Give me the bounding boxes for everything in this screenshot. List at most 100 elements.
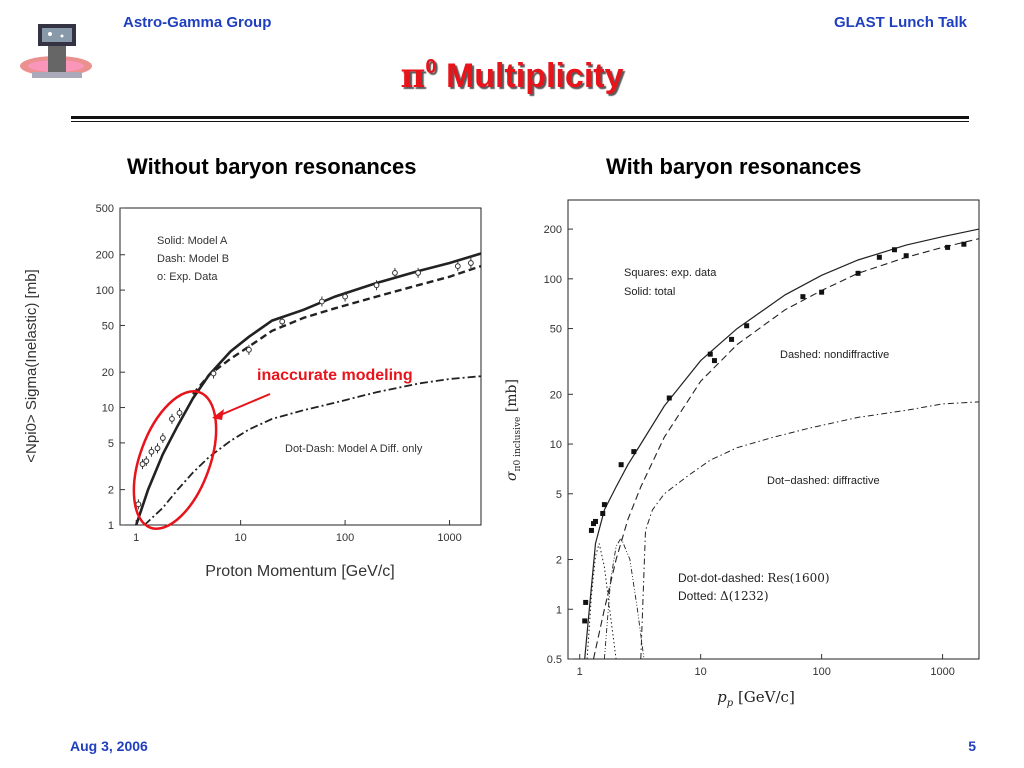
right-series-0: [584, 228, 980, 660]
left-ytick-label: 1: [108, 520, 114, 532]
left-xtick-label: 100: [336, 532, 354, 544]
right-label-dotdotdashed: Dot-dot-dashed: Res(1600): [678, 571, 830, 585]
left-data-point: [148, 448, 155, 455]
right-label-dashed: Dashed: nondiffractive: [780, 349, 889, 361]
left-data-point: [279, 318, 286, 325]
highlight-arrowhead: [212, 409, 224, 420]
highlight-arrow: [217, 393, 271, 417]
left-series-2: [143, 375, 482, 526]
right-ytick-label: 10: [550, 439, 562, 451]
left-xlabel: Proton Momentum [GeV/c]: [205, 563, 394, 580]
left-data-point: [154, 445, 161, 452]
right-xlabel-sub: p: [727, 698, 734, 709]
right-data-point: [961, 241, 967, 247]
right-ylabel-sub: π0 inclusive: [513, 417, 523, 472]
left-legend-2: o: Exp. Data: [157, 271, 218, 283]
right-ytick-label: 2: [556, 555, 562, 567]
left-ytick-label: 100: [96, 285, 114, 297]
title-rule-thin: [71, 121, 969, 122]
right-ytick-label: 200: [544, 224, 562, 236]
left-data-point: [373, 282, 380, 289]
title-symbol: π: [400, 56, 426, 96]
right-xlabel-main: p: [717, 688, 727, 706]
right-data-point: [588, 527, 594, 533]
right-xtick-label: 1: [577, 666, 583, 678]
right-ytick-label: 20: [550, 389, 562, 401]
title-superscript: 0: [425, 56, 437, 78]
plot-frame-right: [567, 199, 980, 660]
left-ytick-label: 200: [96, 250, 114, 262]
left-series-1: [192, 264, 482, 395]
right-data-point: [711, 358, 717, 364]
plot-frame-left: [119, 207, 482, 526]
left-ytick-label: 2: [108, 485, 114, 497]
right-data-point: [583, 599, 589, 605]
left-ytick-label: 500: [96, 203, 114, 215]
right-data-point: [876, 254, 882, 260]
left-xtick-label: 1000: [437, 532, 461, 544]
right-data-point: [945, 244, 951, 250]
annotation-inaccurate: inaccurate modeling: [257, 367, 413, 384]
right-data-point: [744, 323, 750, 329]
left-data-point: [392, 270, 398, 276]
left-data-point: [139, 461, 146, 467]
left-legend-1: Dash: Model B: [157, 253, 229, 265]
left-ytick-label: 10: [102, 403, 114, 415]
right-xtick-label: 10: [695, 666, 707, 678]
right-data-point: [631, 449, 637, 455]
right-data-point: [855, 270, 861, 276]
right-xtick-label: 100: [812, 666, 830, 678]
right-data-point: [618, 462, 624, 468]
right-ylabel-main: σ: [504, 471, 520, 481]
left-ytick-label: 50: [102, 320, 114, 332]
left-data-point: [454, 263, 461, 270]
right-series-4: [586, 543, 617, 660]
right-ytick-label: 0.5: [547, 654, 562, 666]
left-data-point: [246, 346, 252, 353]
right-ylabel-unit: [mb]: [504, 379, 520, 417]
footer-date: Aug 3, 2006: [70, 738, 148, 754]
left-data-point: [467, 260, 474, 266]
right-xtick-label: 1000: [930, 666, 954, 678]
right-series-2: [640, 401, 980, 660]
right-data-point: [707, 351, 713, 357]
right-data-point: [800, 294, 806, 300]
right-data-point: [582, 618, 588, 624]
right-data-point: [666, 395, 672, 401]
right-label-dotted: Dotted: Δ(1232): [678, 589, 769, 603]
title-text: Multiplicity: [436, 57, 624, 95]
left-data-point: [415, 270, 422, 276]
left-data-point: [176, 410, 183, 416]
right-data-point: [819, 289, 825, 295]
left-data-point: [143, 458, 150, 464]
left-ytick-label: 20: [102, 367, 114, 379]
left-xtick-label: 10: [235, 532, 247, 544]
left-series-0: [134, 252, 482, 526]
left-data-point: [319, 298, 325, 305]
right-label-dotdashed: Dot−dashed: diffractive: [767, 475, 880, 487]
right-data-point: [592, 518, 598, 524]
subtitle-left: Without baryon resonances: [127, 154, 417, 179]
right-data-point: [600, 510, 606, 516]
right-xlabel: pp [GeV/c]: [717, 688, 795, 709]
left-legend-0: Solid: Model A: [157, 235, 228, 247]
left-ylabel: <Npi0> Sigma(Inelastic) [mb]: [23, 269, 40, 462]
right-label-dotdotdashed-prefix: Dot-dot-dashed:: [678, 571, 767, 585]
right-label-dotted-prefix: Dotted:: [678, 589, 720, 603]
right-ytick-label: 50: [550, 324, 562, 336]
left-curve-label: Dot-Dash: Model A Diff. only: [285, 443, 423, 455]
group-logo: [14, 16, 104, 86]
right-series-3: [603, 536, 645, 660]
right-data-point: [729, 336, 735, 342]
left-data-point: [342, 293, 348, 300]
right-series-1: [592, 238, 980, 660]
right-ytick-label: 5: [556, 489, 562, 501]
header-talk-name: GLAST Lunch Talk: [833, 14, 967, 31]
right-ytick-label: 1: [556, 604, 562, 616]
right-ytick-label: 100: [544, 274, 562, 286]
subtitle-right: With baryon resonances: [606, 154, 862, 179]
right-data-point: [891, 247, 897, 253]
left-data-point: [210, 370, 217, 377]
